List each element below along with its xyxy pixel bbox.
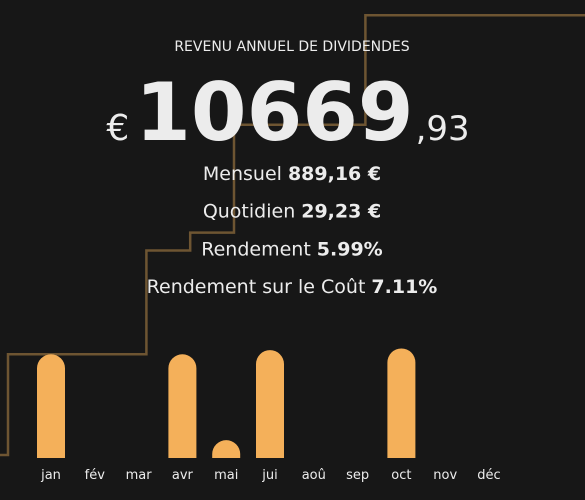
stat-line: Mensuel 889,16 €: [203, 163, 381, 185]
amount-integer: 10669: [135, 66, 413, 159]
bar: [387, 348, 416, 458]
annual-amount: €10669,93: [106, 66, 469, 159]
x-tick-label: aoû: [302, 468, 326, 483]
stat-line: Rendement 5.99%: [201, 238, 382, 260]
bar: [37, 354, 65, 458]
x-tick-label: sep: [346, 468, 369, 483]
stats: Mensuel 889,16 € Quotidien 29,23 € Rendement…: [147, 163, 438, 298]
x-tick-label: avr: [172, 468, 194, 483]
x-tick-label: jan: [40, 468, 61, 483]
cumulative-line: [0, 13, 585, 457]
x-tick-label: jui: [261, 468, 277, 483]
x-tick-label: déc: [477, 468, 500, 483]
stat-label: Mensuel: [203, 163, 282, 185]
stat-label: Quotidien: [203, 201, 295, 223]
bar: [168, 354, 197, 458]
stat-value: 889,16 €: [288, 163, 381, 185]
x-tick-label: oct: [391, 468, 411, 483]
bar: [212, 440, 241, 458]
stat-label: Rendement sur le Coût: [147, 276, 366, 298]
x-tick-label: mai: [214, 468, 238, 483]
x-tick-label: fév: [85, 468, 106, 483]
amount-decimal: ,93: [416, 109, 470, 149]
bars: jan fév mar avr mai jui aoû sep oct nov déc: [37, 348, 501, 483]
x-tick-label: mar: [126, 468, 153, 483]
title: REVENU ANNUEL DE DIVIDENDES: [174, 39, 409, 55]
line-layer: [0, 13, 585, 457]
bar: [256, 350, 284, 458]
currency: €: [106, 108, 129, 149]
stat-value: 7.11%: [371, 276, 437, 298]
stat-line: Rendement sur le Coût 7.11%: [147, 276, 438, 298]
stat-line: Quotidien 29,23 €: [203, 201, 381, 223]
x-tick-label: nov: [433, 468, 457, 483]
stat-value: 5.99%: [317, 238, 383, 260]
stat-value: 29,23 €: [301, 201, 381, 223]
stat-label: Rendement: [201, 238, 311, 260]
